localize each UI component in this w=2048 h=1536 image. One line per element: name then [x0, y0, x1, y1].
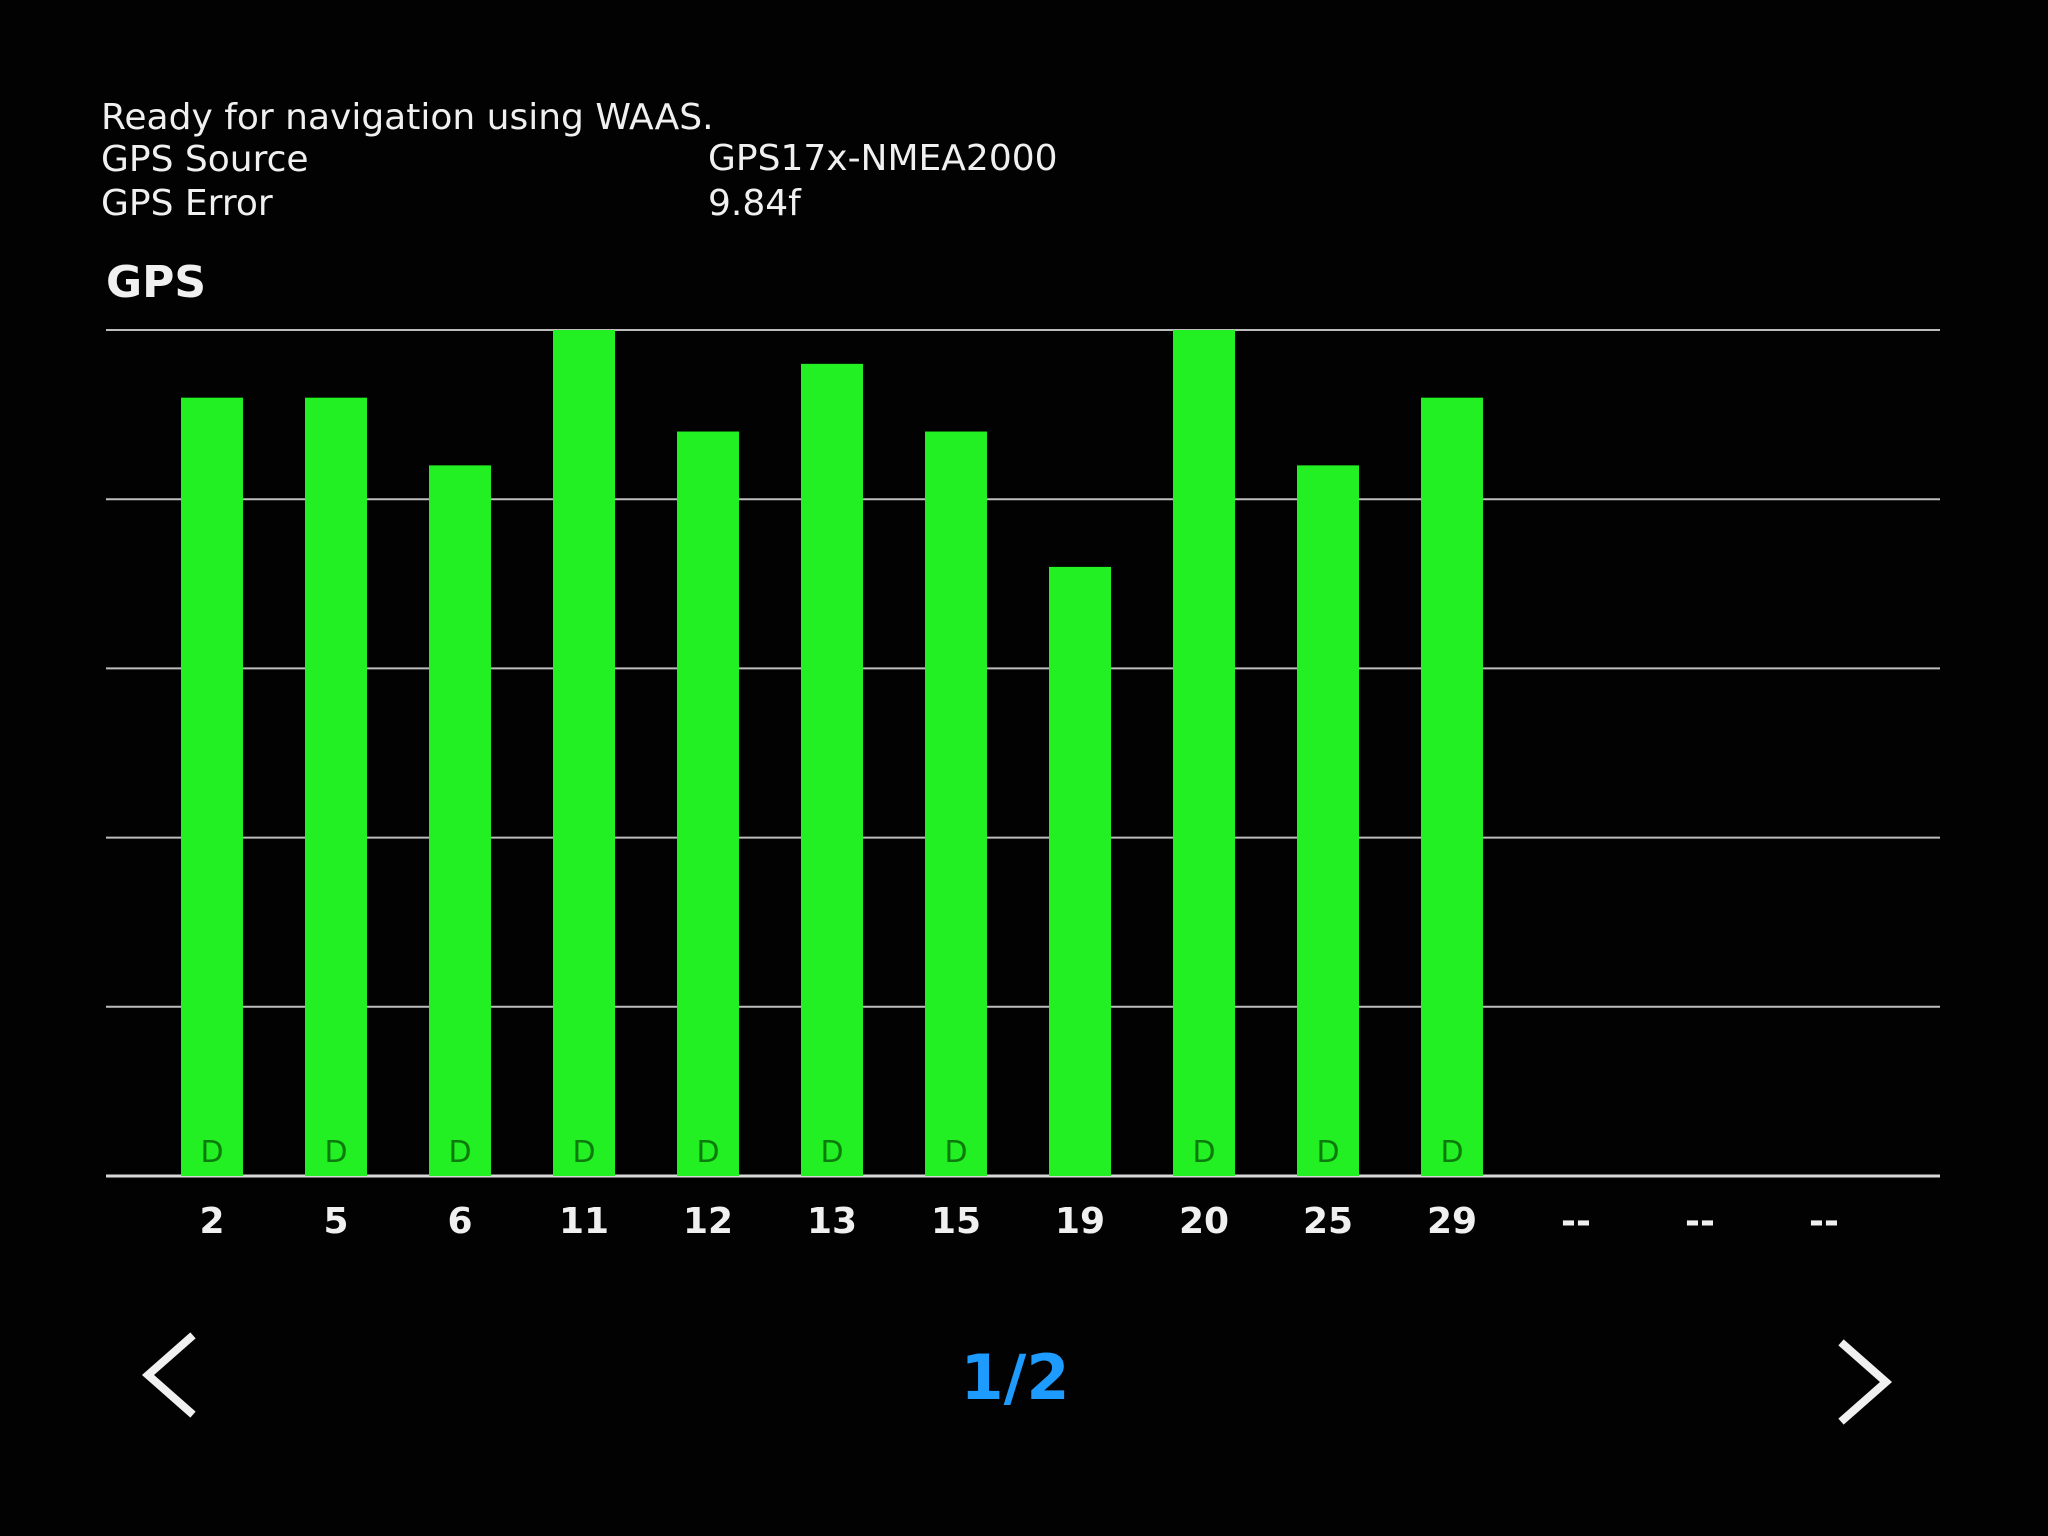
differential-marker: D — [696, 1135, 719, 1170]
satellite-id-label: -- — [1809, 1201, 1839, 1242]
satellite-id-label: 12 — [683, 1201, 733, 1242]
differential-marker: D — [324, 1135, 347, 1170]
signal-bar-15 — [925, 431, 987, 1176]
status-message: Ready for navigation using WAAS. — [101, 97, 714, 138]
gps-source-value: GPS17x-NMEA2000 — [708, 138, 1058, 179]
signal-bar-13 — [801, 363, 863, 1177]
differential-marker: D — [820, 1135, 843, 1170]
gps-source-label: GPS Source — [101, 139, 309, 180]
satellite-id-label: -- — [1685, 1201, 1715, 1242]
differential-marker: D — [1316, 1135, 1339, 1170]
satellite-id-label: 19 — [1055, 1201, 1105, 1242]
signal-bar-29 — [1421, 397, 1483, 1176]
section-title: GPS — [106, 257, 207, 308]
signal-bar-20 — [1173, 330, 1235, 1176]
satellite-id-label: -- — [1561, 1201, 1591, 1242]
chevron-left-icon — [141, 1332, 196, 1418]
satellite-id-label: 2 — [199, 1201, 224, 1242]
differential-marker: D — [448, 1135, 471, 1170]
differential-marker: D — [1440, 1135, 1463, 1170]
signal-bar-12 — [677, 431, 739, 1176]
differential-marker: D — [1192, 1135, 1215, 1170]
satellite-id-label: 29 — [1427, 1201, 1477, 1242]
satellite-id-label: 11 — [559, 1201, 609, 1242]
next-page-button[interactable] — [1826, 1327, 1906, 1437]
satellite-id-label: 25 — [1303, 1201, 1353, 1242]
signal-bar-25 — [1297, 465, 1359, 1176]
gps-error-label: GPS Error — [101, 183, 273, 224]
signal-bar-6 — [429, 465, 491, 1176]
differential-marker: D — [572, 1135, 595, 1170]
signal-bar-2 — [181, 397, 243, 1176]
differential-marker: D — [200, 1135, 223, 1170]
previous-page-button[interactable] — [128, 1320, 208, 1430]
page-indicator: 1/2 — [960, 1341, 1070, 1414]
signal-bar-11 — [553, 330, 615, 1176]
satellite-id-label: 6 — [447, 1201, 472, 1242]
satellite-id-label: 13 — [807, 1201, 857, 1242]
chevron-right-icon — [1838, 1339, 1893, 1425]
differential-marker: D — [944, 1135, 967, 1170]
satellite-id-label: 15 — [931, 1201, 981, 1242]
signal-bar-5 — [305, 397, 367, 1176]
satellite-id-label: 20 — [1179, 1201, 1229, 1242]
satellite-id-label: 5 — [323, 1201, 348, 1242]
gps-error-value: 9.84f — [708, 183, 801, 224]
signal-bar-19 — [1049, 566, 1111, 1176]
